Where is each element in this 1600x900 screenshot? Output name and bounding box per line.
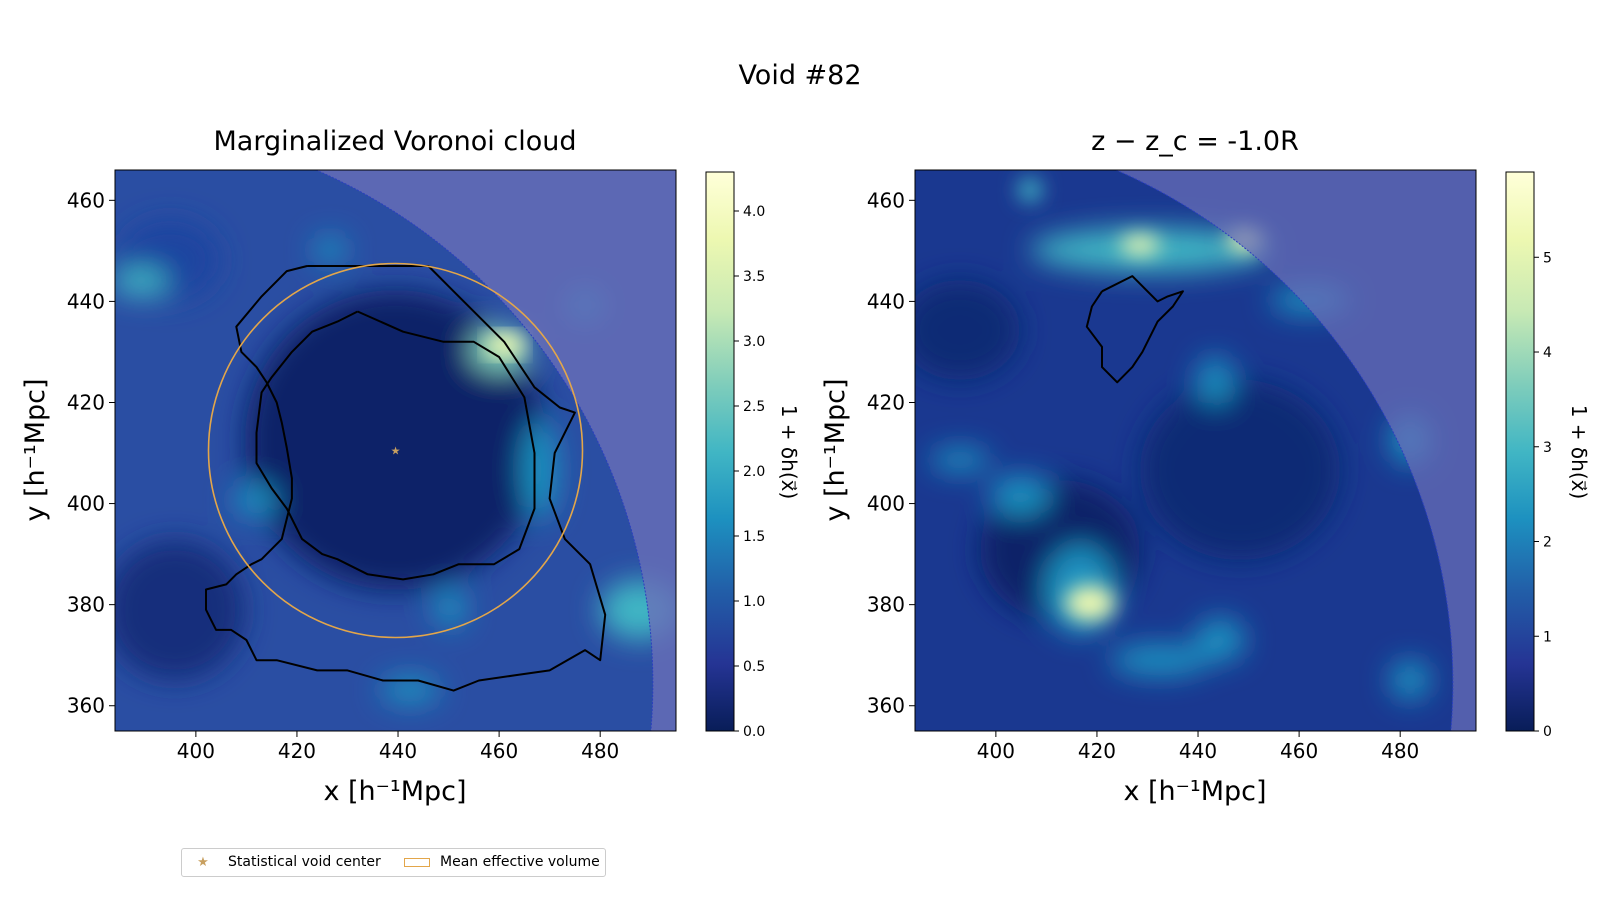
right-y-axis-label: y [h⁻¹Mpc]	[820, 378, 851, 521]
colorbar-tick-label: 2	[1543, 535, 1552, 551]
colorbar-tick-label: 0.5	[743, 659, 765, 675]
colorbar-tick-label: 0.0	[743, 724, 765, 740]
colorbar-tick-label: 3.0	[743, 334, 765, 350]
x-tick-label: 420	[1078, 739, 1116, 763]
void-contour	[255, 310, 536, 581]
colorbar-tick-label: 1	[1543, 629, 1552, 645]
y-tick-label: 460	[867, 188, 905, 212]
x-tick-label: 460	[480, 739, 518, 763]
y-tick-label: 360	[867, 694, 905, 718]
right-panel: z − z_c = -1.0R	[820, 126, 1591, 807]
y-tick-label: 360	[67, 694, 105, 718]
left-colorbar	[705, 171, 735, 732]
left-panel: Marginalized Voronoi cloud	[20, 126, 801, 807]
y-tick-label: 440	[67, 289, 105, 313]
right-colorbar	[1505, 171, 1535, 732]
right-x-axis-label: x [h⁻¹Mpc]	[1123, 776, 1266, 807]
left-y-ticks: 360 380 400 420 440 460	[67, 188, 115, 718]
void-contour	[1085, 275, 1184, 384]
void-center-marker: ★	[391, 445, 401, 458]
mean-effective-volume-circle	[207, 262, 584, 639]
colorbar-tick-label: 2.5	[743, 399, 765, 415]
colorbar-tick-label: 1.0	[743, 594, 765, 610]
legend-item-volume: Mean effective volume	[404, 854, 600, 870]
right-survey-mask	[1116, 170, 1476, 731]
right-colorbar-ticks: 0 1 2 3 4 5	[1534, 250, 1552, 740]
y-tick-label: 380	[867, 593, 905, 617]
left-x-ticks: 400 420 440 460 480	[177, 731, 619, 763]
star-icon: ★	[197, 854, 209, 870]
colorbar-tick-label: 5	[1543, 250, 1552, 266]
colorbar-tick-label: 3	[1543, 440, 1552, 456]
legend-center-label: Statistical void center	[228, 854, 381, 870]
colorbar-tick-label: 3.5	[743, 269, 765, 285]
left-contours	[205, 265, 607, 692]
left-axes-frame	[114, 169, 677, 732]
left-colorbar-ticks: 0.0 0.5 1.0 1.5 2.0 2.5 3.0 3.5 4.0	[734, 204, 765, 740]
left-colorbar-label: 1 + δh(x⃗)	[777, 405, 801, 500]
x-tick-label: 420	[278, 739, 316, 763]
right-x-ticks: 400 420 440 460 480	[977, 731, 1419, 763]
right-axes-frame	[914, 169, 1477, 732]
right-contours	[1085, 275, 1184, 384]
void-contour	[205, 265, 607, 692]
circle-outline-icon	[404, 857, 430, 867]
legend: ★ Statistical void center Mean effective…	[181, 848, 606, 877]
x-tick-label: 440	[1179, 739, 1217, 763]
x-tick-label: 460	[1280, 739, 1318, 763]
colorbar-tick-label: 4.0	[743, 204, 765, 220]
left-panel-title: Marginalized Voronoi cloud	[213, 126, 576, 157]
legend-item-center: ★ Statistical void center	[192, 854, 381, 870]
colorbar-tick-label: 4	[1543, 345, 1552, 361]
colorbar-tick-label: 2.0	[743, 464, 765, 480]
y-tick-label: 400	[867, 492, 905, 516]
left-density-map: ★	[115, 170, 676, 731]
left-survey-mask	[316, 170, 676, 731]
right-colorbar-label: 1 + δh(x⃗)	[1567, 405, 1591, 500]
left-y-axis-label: y [h⁻¹Mpc]	[20, 378, 51, 521]
x-tick-label: 480	[581, 739, 619, 763]
right-density-map	[915, 170, 1476, 731]
y-tick-label: 400	[67, 492, 105, 516]
x-tick-label: 440	[379, 739, 417, 763]
y-tick-label: 420	[67, 390, 105, 414]
colorbar-tick-label: 1.5	[743, 529, 765, 545]
left-x-axis-label: x [h⁻¹Mpc]	[323, 776, 466, 807]
y-tick-label: 380	[67, 593, 105, 617]
x-tick-label: 480	[1381, 739, 1419, 763]
right-y-ticks: 360 380 400 420 440 460	[867, 188, 915, 718]
right-panel-title: z − z_c = -1.0R	[1091, 126, 1299, 157]
legend-volume-label: Mean effective volume	[440, 854, 600, 870]
y-tick-label: 420	[867, 390, 905, 414]
x-tick-label: 400	[177, 739, 215, 763]
y-tick-label: 440	[867, 289, 905, 313]
y-tick-label: 460	[67, 188, 105, 212]
x-tick-label: 400	[977, 739, 1015, 763]
figure-title: Void #82	[738, 60, 861, 91]
colorbar-tick-label: 0	[1543, 724, 1552, 740]
